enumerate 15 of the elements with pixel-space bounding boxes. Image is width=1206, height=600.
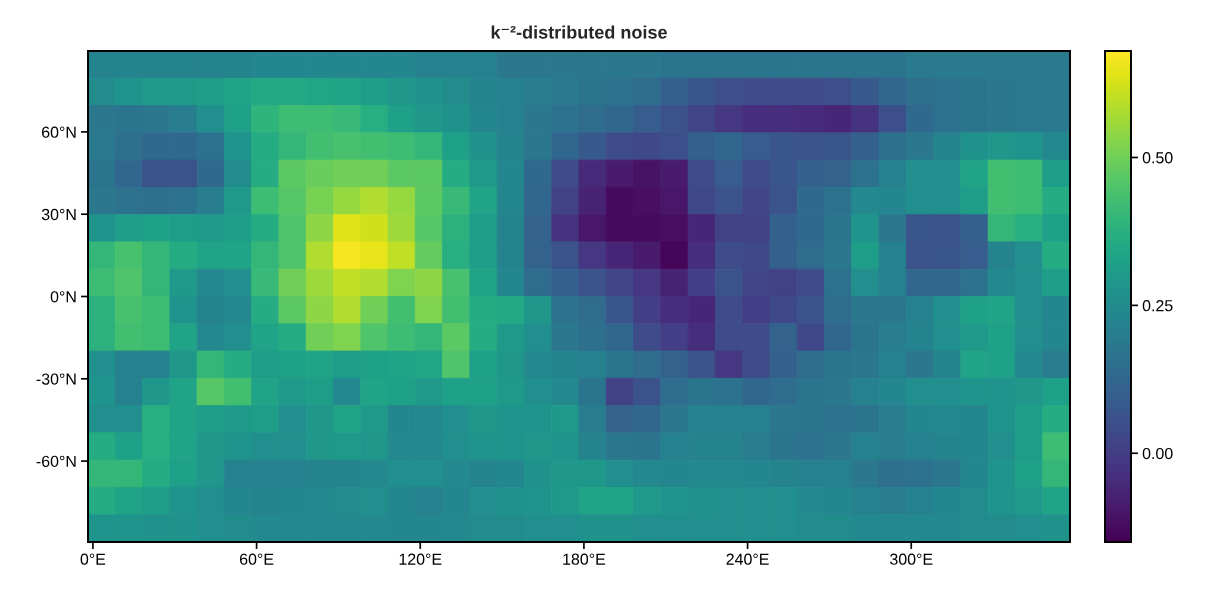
y-tick-label: 30°N — [41, 208, 76, 221]
color-bar-label: 0.00 — [1142, 447, 1173, 460]
y-tick-label: 60°N — [42, 126, 76, 138]
x-tick-label: 180°E — [563, 553, 606, 565]
y-tick-label: 0°N — [50, 291, 76, 303]
chart-title: k⁻²-distributed noise — [491, 25, 667, 39]
x-tick-label: 60°E — [239, 553, 274, 565]
x-tick-label: 120°E — [399, 553, 442, 565]
x-tick-label: 300°E — [890, 553, 933, 565]
y-tick-label: -30°N — [36, 373, 76, 385]
x-tick-label: 0°E — [80, 553, 106, 565]
x-tick-label: 240°E — [726, 553, 769, 565]
color-bar-label: 0.50 — [1142, 152, 1173, 164]
color-bar-label: 0.25 — [1142, 300, 1173, 312]
y-tick-label: -60°N — [36, 455, 76, 468]
